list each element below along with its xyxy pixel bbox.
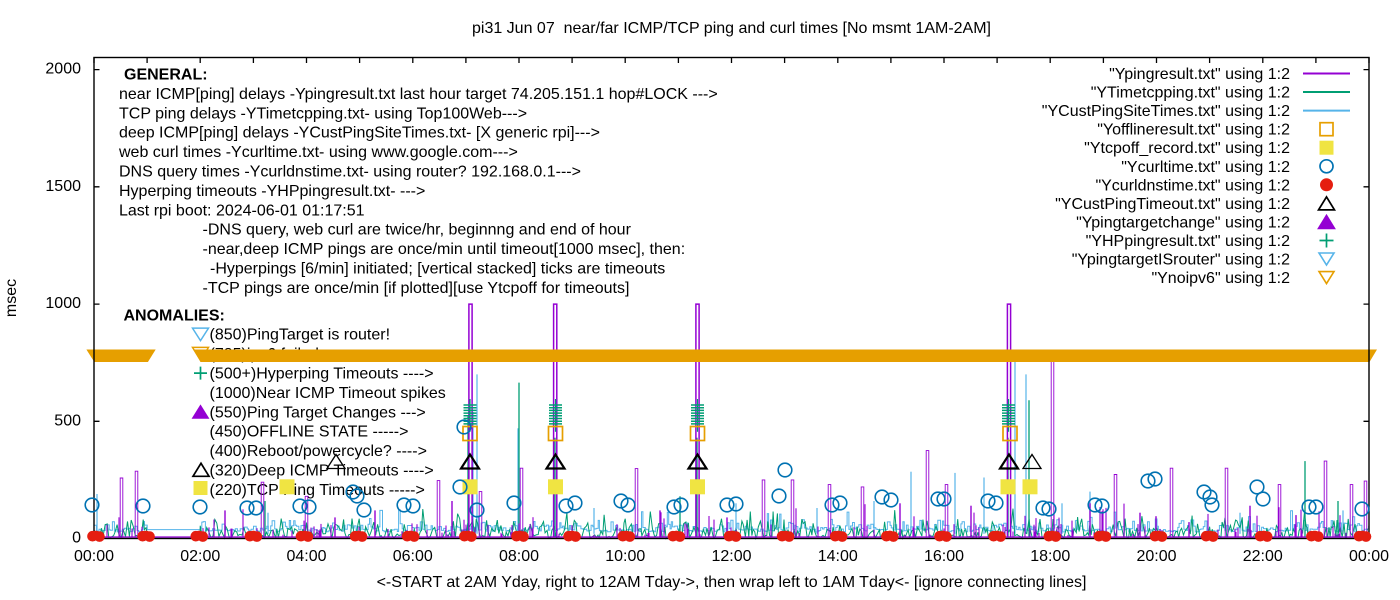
svg-text:"Ypingresult.txt" using 1:2: "Ypingresult.txt" using 1:2 [1109, 66, 1290, 83]
svg-text:04:00: 04:00 [286, 548, 326, 565]
svg-text:TCP ping delays -YTimetcpping.: TCP ping delays -YTimetcpping.txt- using… [119, 105, 527, 122]
svg-text:"Ynoipv6" using 1:2: "Ynoipv6" using 1:2 [1151, 270, 1290, 287]
svg-text:1500: 1500 [45, 178, 81, 195]
svg-text:0: 0 [72, 530, 81, 547]
svg-text:ANOMALIES:: ANOMALIES: [124, 307, 225, 324]
svg-text:(450)OFFLINE STATE ----->: (450)OFFLINE STATE -----> [210, 424, 409, 441]
svg-text:"Yofflineresult.txt" using 1:2: "Yofflineresult.txt" using 1:2 [1097, 122, 1290, 139]
svg-text:"Ycurldnstime.txt" using 1:2: "Ycurldnstime.txt" using 1:2 [1095, 177, 1290, 194]
svg-text:06:00: 06:00 [393, 548, 433, 565]
svg-text:Last rpi boot: 2024-06-01 01:1: Last rpi boot: 2024-06-01 01:17:51 [119, 202, 365, 219]
svg-text:"YpingtargetISrouter" using 1:: "YpingtargetISrouter" using 1:2 [1072, 252, 1290, 269]
svg-text:08:00: 08:00 [499, 548, 539, 565]
svg-text:14:00: 14:00 [818, 548, 858, 565]
svg-text:(500+)Hyperping Timeouts ---->: (500+)Hyperping Timeouts ----> [210, 366, 434, 383]
svg-text:12:00: 12:00 [711, 548, 751, 565]
svg-text:"Ycurltime.txt" using 1:2: "Ycurltime.txt" using 1:2 [1121, 159, 1290, 176]
svg-text:00:00: 00:00 [1349, 548, 1389, 565]
svg-text:(320)Deep ICMP Timeouts ---->: (320)Deep ICMP Timeouts ----> [210, 463, 434, 480]
svg-text:(400)Reboot/powercycle? ---->: (400)Reboot/powercycle? ----> [210, 443, 427, 460]
svg-text:02:00: 02:00 [180, 548, 220, 565]
svg-text:DNS query times -Ycurldnstime.: DNS query times -Ycurldnstime.txt- using… [119, 164, 581, 181]
svg-text:(1000)Near ICMP Timeout spikes: (1000)Near ICMP Timeout spikes [210, 385, 446, 402]
svg-text:-Hyperpings [6/min] initiated;: -Hyperpings [6/min] initiated; [vertical… [210, 261, 665, 278]
svg-text:22:00: 22:00 [1243, 548, 1283, 565]
svg-text:msec: msec [3, 279, 20, 317]
svg-text:"YCustPingTimeout.txt" using 1: "YCustPingTimeout.txt" using 1:2 [1055, 196, 1290, 213]
svg-text:"Ypingtargetchange" using 1:2: "Ypingtargetchange" using 1:2 [1076, 214, 1290, 231]
svg-text:1000: 1000 [45, 295, 81, 312]
svg-text:-DNS query, web curl are twice: -DNS query, web curl are twice/hr, begin… [203, 222, 632, 239]
svg-text:deep ICMP[ping] delays -YCustP: deep ICMP[ping] delays -YCustPingSiteTim… [119, 125, 600, 142]
svg-text:pi31 Jun 07 near/far ICMP/TCP: pi31 Jun 07 near/far ICMP/TCP ping and c… [472, 20, 991, 37]
svg-text:GENERAL:: GENERAL: [124, 67, 208, 84]
svg-text:near ICMP[ping] delays -Ypingr: near ICMP[ping] delays -Ypingresult.txt … [119, 86, 718, 103]
svg-text:"YHPpingresult.txt" using 1:2: "YHPpingresult.txt" using 1:2 [1086, 233, 1290, 250]
svg-text:"Ytcpoff_record.txt" using 1:2: "Ytcpoff_record.txt" using 1:2 [1084, 140, 1290, 157]
svg-text:web curl times -Ycurltime.txt-: web curl times -Ycurltime.txt- using www… [118, 144, 518, 161]
svg-text:20:00: 20:00 [1136, 548, 1176, 565]
svg-text:(850)PingTarget is router!: (850)PingTarget is router! [210, 327, 391, 344]
svg-text:-TCP pings are once/min [if pl: -TCP pings are once/min [if plotted][use… [203, 280, 630, 297]
svg-text:10:00: 10:00 [605, 548, 645, 565]
svg-text:(550)Ping Target Changes --->: (550)Ping Target Changes ---> [210, 404, 426, 421]
svg-text:(220)TCP Ping Timeouts ----->: (220)TCP Ping Timeouts -----> [210, 482, 425, 499]
svg-text:<-START at 2AM Yday, right to: <-START at 2AM Yday, right to 12AM Tday-… [377, 574, 1087, 591]
svg-text:500: 500 [54, 412, 81, 429]
svg-text:"YCustPingSiteTimes.txt" using: "YCustPingSiteTimes.txt" using 1:2 [1042, 103, 1290, 120]
svg-text:16:00: 16:00 [924, 548, 964, 565]
svg-text:00:00: 00:00 [74, 548, 114, 565]
svg-text:"YTimetcpping.txt" using 1:2: "YTimetcpping.txt" using 1:2 [1091, 85, 1290, 102]
svg-text:18:00: 18:00 [1030, 548, 1070, 565]
svg-text:-near,deep ICMP pings are once: -near,deep ICMP pings are once/min until… [203, 241, 686, 258]
svg-text:2000: 2000 [45, 61, 81, 78]
svg-text:Hyperping timeouts -YHPpingres: Hyperping timeouts -YHPpingresult.txt- -… [119, 183, 425, 200]
